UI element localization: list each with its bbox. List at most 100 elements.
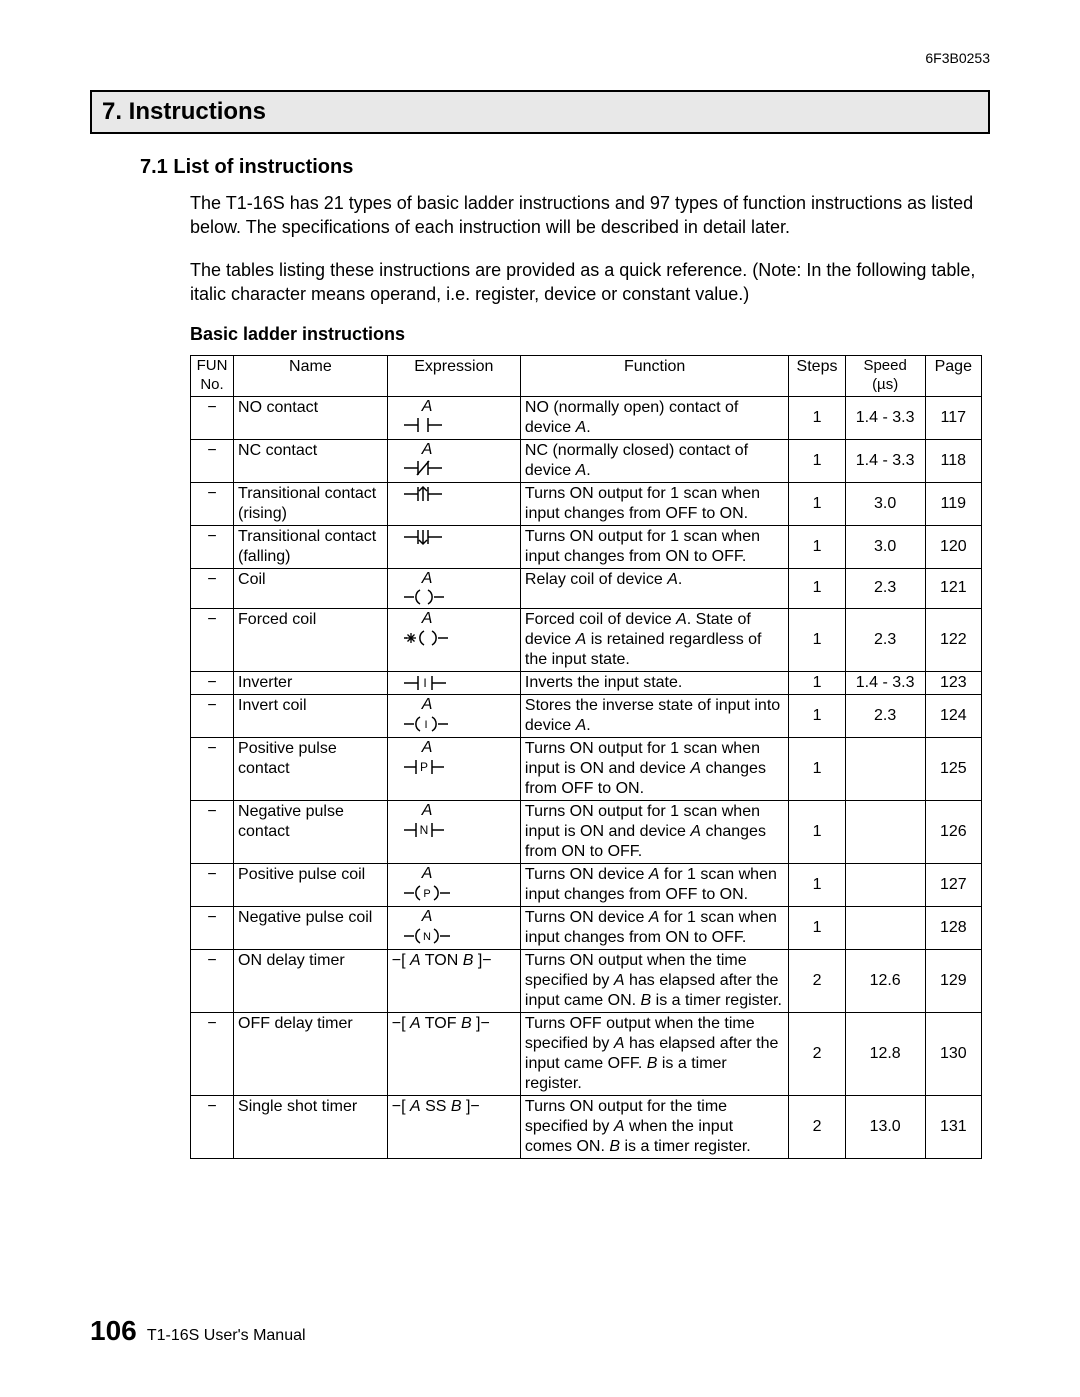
cell-expression: A [387,907,520,950]
cell-fun: − [191,950,234,1013]
fcoil-symbol-icon [392,628,516,648]
expression-operand-label: A [392,610,516,628]
cell-expression: A [387,396,520,439]
cell-function: Turns ON output when the time specified … [520,950,788,1013]
cell-function: NC (normally closed) contact of device A… [520,439,788,482]
cell-steps: 1 [789,672,845,695]
cell-function: Turns ON output for 1 scan when input is… [520,801,788,864]
cell-name: NO contact [234,396,388,439]
table-row: −InverterInverts the input state.11.4 - … [191,672,982,695]
cell-expression: −[ A TOF B ]− [387,1013,520,1096]
table-title: Basic ladder instructions [190,324,990,345]
table-row: −CoilARelay coil of device A.12.3121 [191,568,982,609]
cell-name: ON delay timer [234,950,388,1013]
intro-paragraph-2: The tables listing these instructions ar… [190,258,980,307]
cell-speed: 12.6 [845,950,925,1013]
cell-speed [845,801,925,864]
cell-name: Negative pulse contact [234,801,388,864]
cell-page: 124 [925,695,981,738]
document-code: 6F3B0253 [925,50,990,66]
expression-text: −[ A TON B ]− [392,952,492,969]
cell-function: Stores the inverse state of input into d… [520,695,788,738]
instruction-table: FUNNo. Name Expression Function Steps Sp… [190,355,982,1159]
cell-expression: A [387,568,520,609]
table-row: −OFF delay timer−[ A TOF B ]−Turns OFF o… [191,1013,982,1096]
table-row: −Negative pulse contactATurns ON output … [191,801,982,864]
table-row: −ON delay timer−[ A TON B ]− Turns ON out… [191,950,982,1013]
page-footer: 106 T1-16S User's Manual [90,1315,306,1347]
table-row: −Negative pulse coilATurns ON device A f… [191,907,982,950]
cell-page: 122 [925,609,981,672]
cell-speed: 3.0 [845,482,925,525]
expression-text: −[ A SS B ]− [392,1098,480,1115]
expression-operand-label: A [392,802,516,820]
no-symbol-icon [392,415,516,435]
cell-steps: 1 [789,801,845,864]
cell-steps: 1 [789,864,845,907]
icoil-symbol-icon [392,714,516,734]
cell-expression: A [387,801,520,864]
cell-speed: 1.4 - 3.3 [845,439,925,482]
cell-function: Inverts the input state. [520,672,788,695]
coil-symbol-icon [392,587,516,607]
cell-expression: A [387,864,520,907]
npc-symbol-icon [392,820,516,840]
cell-steps: 1 [789,568,845,609]
th-steps: Steps [789,356,845,397]
expression-operand-label: A [392,865,516,883]
cell-function: Turns ON output for 1 scan when input ch… [520,525,788,568]
npcoil-symbol-icon [392,926,516,946]
cell-speed: 12.8 [845,1013,925,1096]
cell-steps: 1 [789,738,845,801]
cell-fun: − [191,396,234,439]
cell-expression: −[ A SS B ]− [387,1096,520,1159]
cell-page: 123 [925,672,981,695]
cell-speed [845,738,925,801]
footer-page-number: 106 [90,1315,137,1346]
cell-fun: − [191,864,234,907]
table-row: −Single shot timer−[ A SS B ]−Turns ON o… [191,1096,982,1159]
cell-steps: 1 [789,439,845,482]
cell-name: OFF delay timer [234,1013,388,1096]
footer-manual-title: T1-16S User's Manual [147,1327,306,1344]
cell-steps: 1 [789,907,845,950]
ppcoil-symbol-icon [392,883,516,903]
table-row: −NO contactANO (normally open) contact o… [191,396,982,439]
trise-symbol-icon [392,484,516,504]
cell-name: Invert coil [234,695,388,738]
cell-steps: 1 [789,482,845,525]
cell-steps: 1 [789,396,845,439]
cell-steps: 2 [789,1013,845,1096]
cell-page: 119 [925,482,981,525]
cell-steps: 1 [789,695,845,738]
expression-operand-label: A [392,696,516,714]
cell-expression: A [387,695,520,738]
cell-name: Negative pulse coil [234,907,388,950]
th-expression: Expression [387,356,520,397]
cell-page: 127 [925,864,981,907]
cell-fun: − [191,568,234,609]
cell-function: Relay coil of device A. [520,568,788,609]
cell-function: Turns ON output for 1 scan when input is… [520,738,788,801]
table-row: −Transitional contact (rising)Turns ON o… [191,482,982,525]
ppc-symbol-icon [392,757,516,777]
cell-fun: − [191,672,234,695]
cell-speed: 13.0 [845,1096,925,1159]
cell-function: Forced coil of device A. State of device… [520,609,788,672]
cell-fun: − [191,801,234,864]
expression-operand-label: A [392,570,516,588]
th-speed: Speed(µs) [845,356,925,397]
table-row: −Forced coilAForced coil of device A. St… [191,609,982,672]
cell-speed: 3.0 [845,525,925,568]
cell-fun: − [191,1013,234,1096]
cell-name: Positive pulse contact [234,738,388,801]
cell-name: Forced coil [234,609,388,672]
cell-speed: 2.3 [845,609,925,672]
th-function: Function [520,356,788,397]
cell-name: Inverter [234,672,388,695]
nc-symbol-icon [392,458,516,478]
cell-steps: 1 [789,609,845,672]
cell-fun: − [191,525,234,568]
cell-expression [387,525,520,568]
cell-speed [845,864,925,907]
